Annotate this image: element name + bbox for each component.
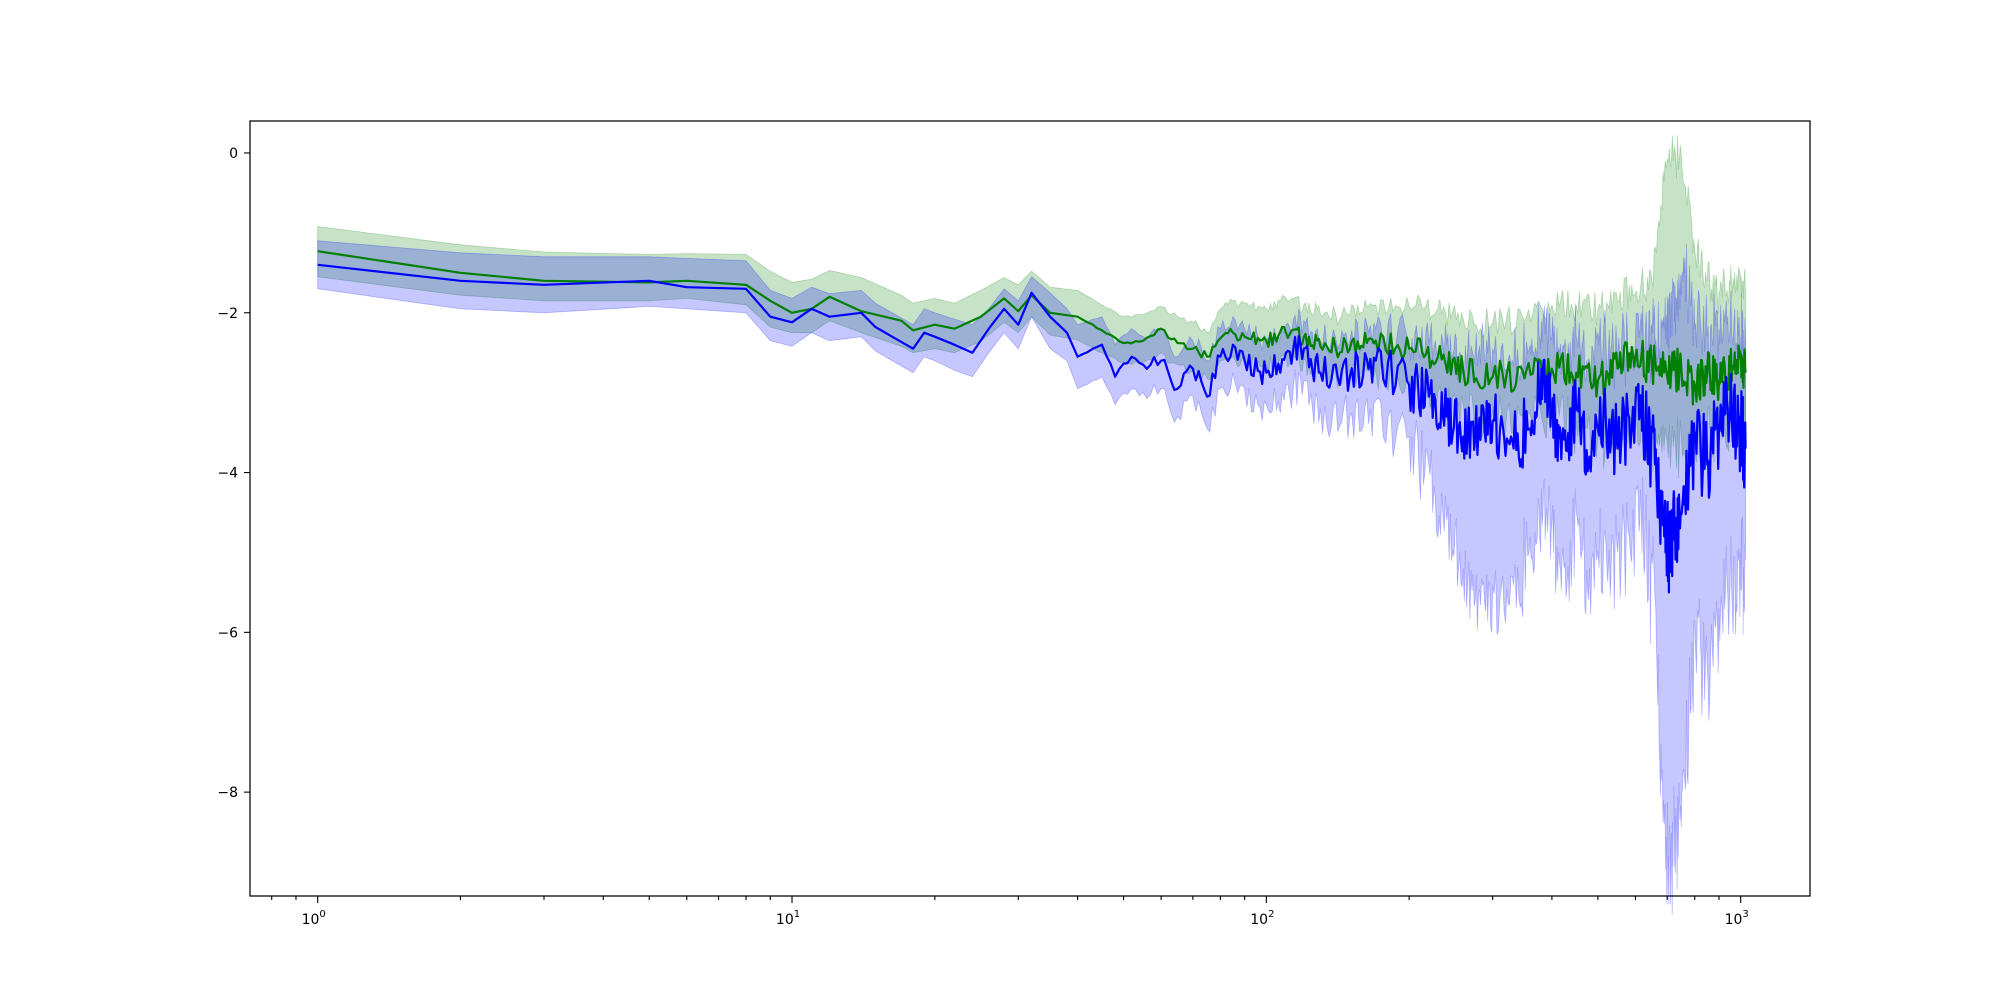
series-1-line bbox=[317, 250, 1747, 406]
plot-frame bbox=[249, 120, 1811, 897]
y-tick-label: −2 bbox=[217, 306, 238, 322]
x-tick-label: 102 bbox=[1250, 909, 1274, 928]
x-tick-label: 103 bbox=[1725, 909, 1749, 928]
y-tick-label: −4 bbox=[217, 466, 238, 482]
y-tick-label: 0 bbox=[229, 146, 238, 162]
x-tick-label: 100 bbox=[302, 909, 326, 928]
y-tick-label: −8 bbox=[217, 785, 238, 801]
plot-area bbox=[250, 121, 1810, 896]
mean-lines bbox=[317, 250, 1747, 594]
series-1-band bbox=[317, 135, 1746, 479]
x-tick-label: 101 bbox=[776, 909, 800, 928]
series-2-line bbox=[317, 263, 1747, 594]
y-tick-label: −6 bbox=[217, 625, 238, 641]
x-axis: 100 101 102 103 bbox=[271, 896, 1749, 928]
y-axis: 0 −2 −4 −6 −8 bbox=[217, 146, 250, 801]
